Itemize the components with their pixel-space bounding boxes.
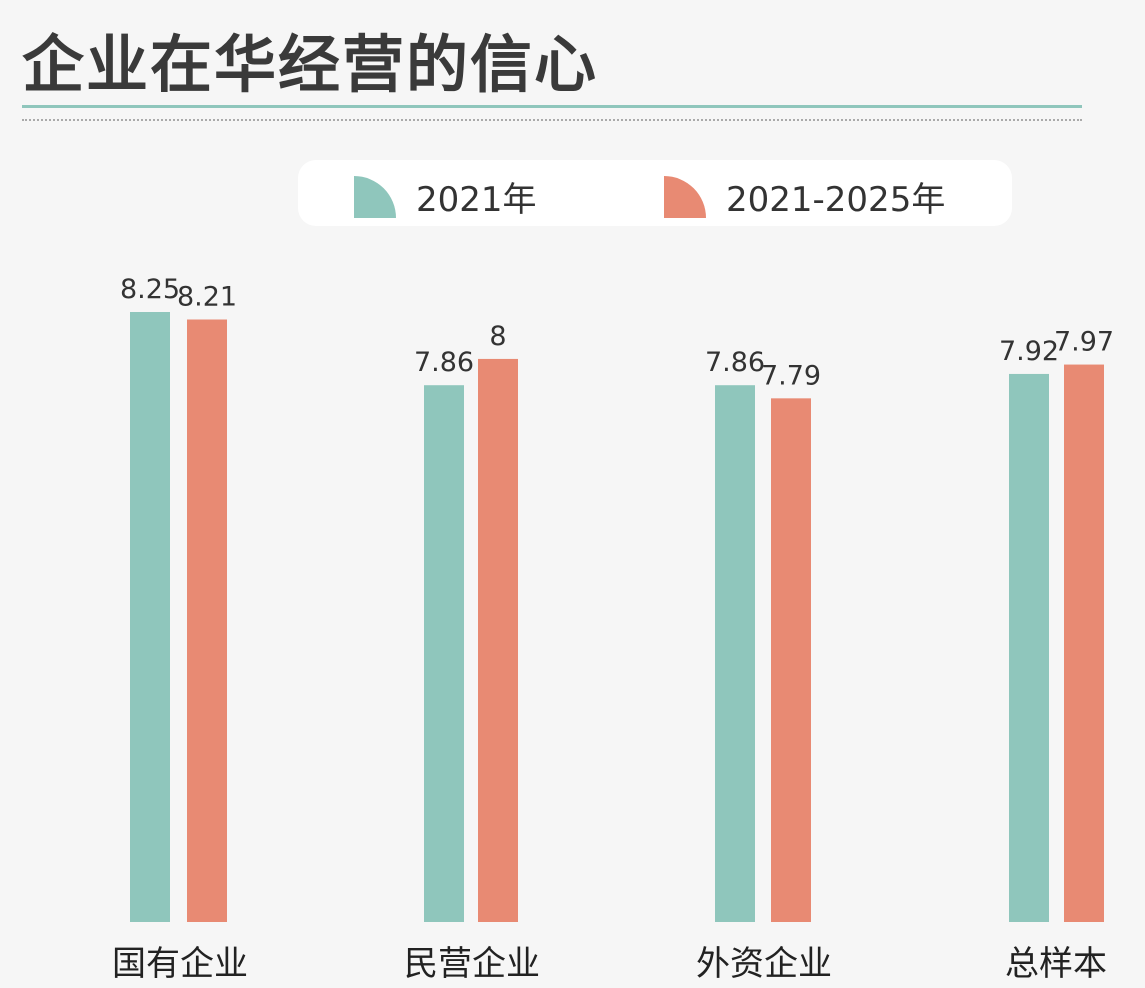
data-label: 7.79 (761, 360, 821, 391)
bar-2021-2025 (1064, 364, 1104, 922)
data-label: 8.21 (177, 282, 237, 313)
category-label: 总样本 (1005, 944, 1107, 984)
legend: 2021年 2021-2025年 (298, 160, 1012, 226)
category-label: 民营企业 (404, 944, 540, 984)
bar-2021-2025 (187, 319, 227, 922)
category-label: 国有企业 (112, 944, 248, 984)
bar-2021-2025 (478, 358, 518, 922)
data-label: 8.25 (120, 274, 180, 305)
legend-item-2021: 2021年 (354, 172, 537, 221)
legend-label: 2021年 (416, 180, 537, 220)
bar-2021 (715, 385, 755, 922)
category-label: 外资企业 (696, 944, 832, 984)
bar-2021 (1009, 373, 1049, 922)
data-label: 7.92 (999, 336, 1059, 367)
data-label: 7.97 (1054, 327, 1114, 358)
title-underline (22, 105, 1082, 108)
legend-label: 2021-2025年 (726, 180, 946, 220)
data-label: 7.86 (414, 347, 474, 378)
dotted-divider (22, 119, 1082, 121)
data-label: 8 (489, 321, 506, 352)
bar-2021-2025 (771, 398, 811, 922)
bar-2021 (424, 385, 464, 922)
bar-2021 (130, 312, 170, 922)
data-label: 7.86 (705, 347, 765, 378)
chart-title: 企业在华经营的信心 (22, 28, 599, 101)
legend-item-2021-2025: 2021-2025年 (664, 172, 945, 221)
